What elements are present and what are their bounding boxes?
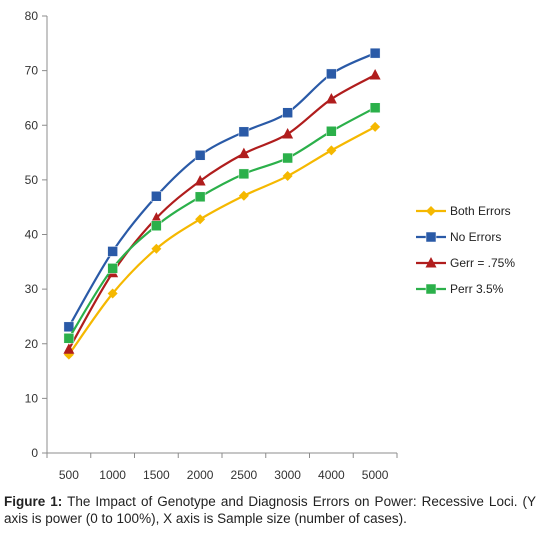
chart-series bbox=[63, 47, 381, 360]
series-line bbox=[67, 125, 376, 356]
legend-item: No Errors bbox=[416, 230, 501, 244]
data-point bbox=[282, 107, 293, 118]
y-axis-ticks: 0 10 20 30 40 50 60 70 80 bbox=[25, 9, 47, 460]
data-point bbox=[238, 147, 250, 159]
data-point bbox=[63, 321, 75, 333]
data-point bbox=[107, 263, 118, 274]
legend-swatch-marker bbox=[425, 231, 437, 243]
x-tick-label: 5000 bbox=[362, 468, 389, 482]
series-both-errors bbox=[63, 121, 381, 360]
data-point bbox=[194, 174, 206, 186]
legend-label: Perr 3.5% bbox=[450, 282, 504, 296]
series-line bbox=[67, 52, 376, 328]
y-tick-label: 0 bbox=[31, 446, 38, 460]
data-point bbox=[282, 152, 293, 164]
data-point bbox=[238, 190, 249, 201]
data-point bbox=[194, 150, 206, 161]
y-tick-label: 60 bbox=[25, 118, 39, 132]
data-point bbox=[369, 102, 381, 114]
data-point bbox=[195, 214, 206, 225]
x-tick-label: 2000 bbox=[187, 468, 214, 482]
data-point bbox=[151, 191, 162, 202]
data-point bbox=[107, 288, 118, 299]
figure-caption: Figure 1: The Impact of Genotype and Dia… bbox=[4, 494, 536, 527]
legend-label: No Errors bbox=[450, 230, 501, 244]
caption-label: Figure 1: bbox=[4, 494, 63, 509]
data-point bbox=[326, 68, 337, 80]
data-point bbox=[63, 343, 75, 354]
y-tick-label: 10 bbox=[25, 391, 39, 405]
legend-swatch-marker bbox=[425, 283, 437, 295]
y-tick-label: 30 bbox=[25, 282, 39, 296]
x-tick-label: 3000 bbox=[274, 468, 301, 482]
data-point bbox=[326, 145, 337, 156]
data-point bbox=[326, 126, 337, 137]
legend-label: Gerr = .75% bbox=[450, 256, 515, 270]
data-point bbox=[150, 212, 162, 223]
legend-item: Gerr = .75% bbox=[416, 256, 515, 270]
x-tick-label: 1500 bbox=[143, 468, 170, 482]
data-point bbox=[282, 127, 294, 139]
data-point bbox=[151, 243, 162, 254]
series-gerr-75 bbox=[63, 68, 381, 354]
legend-item: Both Errors bbox=[416, 204, 511, 218]
data-point bbox=[282, 171, 293, 182]
y-tick-label: 70 bbox=[25, 64, 39, 78]
data-point bbox=[238, 126, 250, 138]
y-tick-label: 80 bbox=[25, 9, 39, 23]
chart-axes bbox=[46, 16, 397, 454]
data-point bbox=[370, 121, 381, 132]
x-tick-label: 500 bbox=[59, 468, 79, 482]
series-no-errors bbox=[63, 47, 381, 333]
chart-legend: Both Errors No Errors Gerr = .75% Perr 3.5% bbox=[416, 204, 515, 296]
x-tick-label: 1000 bbox=[99, 468, 126, 482]
data-point bbox=[369, 47, 381, 59]
legend-swatch-marker bbox=[426, 206, 436, 216]
power-line-chart: 0 10 20 30 40 50 60 70 80 500 1000 1500 2000 2500 300… bbox=[25, 9, 516, 482]
data-point bbox=[107, 246, 118, 257]
caption-text: The Impact of Genotype and Diagnosis Err… bbox=[4, 494, 536, 526]
data-point bbox=[194, 191, 206, 203]
x-axis-ticks: 500 1000 1500 2000 2500 3000 4000 5000 bbox=[46, 453, 398, 482]
series-line bbox=[67, 74, 376, 350]
y-tick-label: 40 bbox=[25, 228, 39, 242]
data-point bbox=[151, 220, 162, 232]
legend-label: Both Errors bbox=[450, 204, 511, 218]
data-point bbox=[325, 93, 337, 104]
data-point bbox=[63, 333, 75, 344]
legend-item: Perr 3.5% bbox=[416, 282, 504, 296]
series-perr-3-5 bbox=[63, 102, 381, 344]
legend-swatch-marker bbox=[425, 257, 437, 268]
data-point bbox=[238, 168, 250, 180]
x-tick-label: 2500 bbox=[231, 468, 258, 482]
data-point bbox=[369, 68, 381, 80]
y-tick-label: 50 bbox=[25, 173, 39, 187]
x-tick-label: 4000 bbox=[318, 468, 345, 482]
y-tick-label: 20 bbox=[25, 337, 39, 351]
